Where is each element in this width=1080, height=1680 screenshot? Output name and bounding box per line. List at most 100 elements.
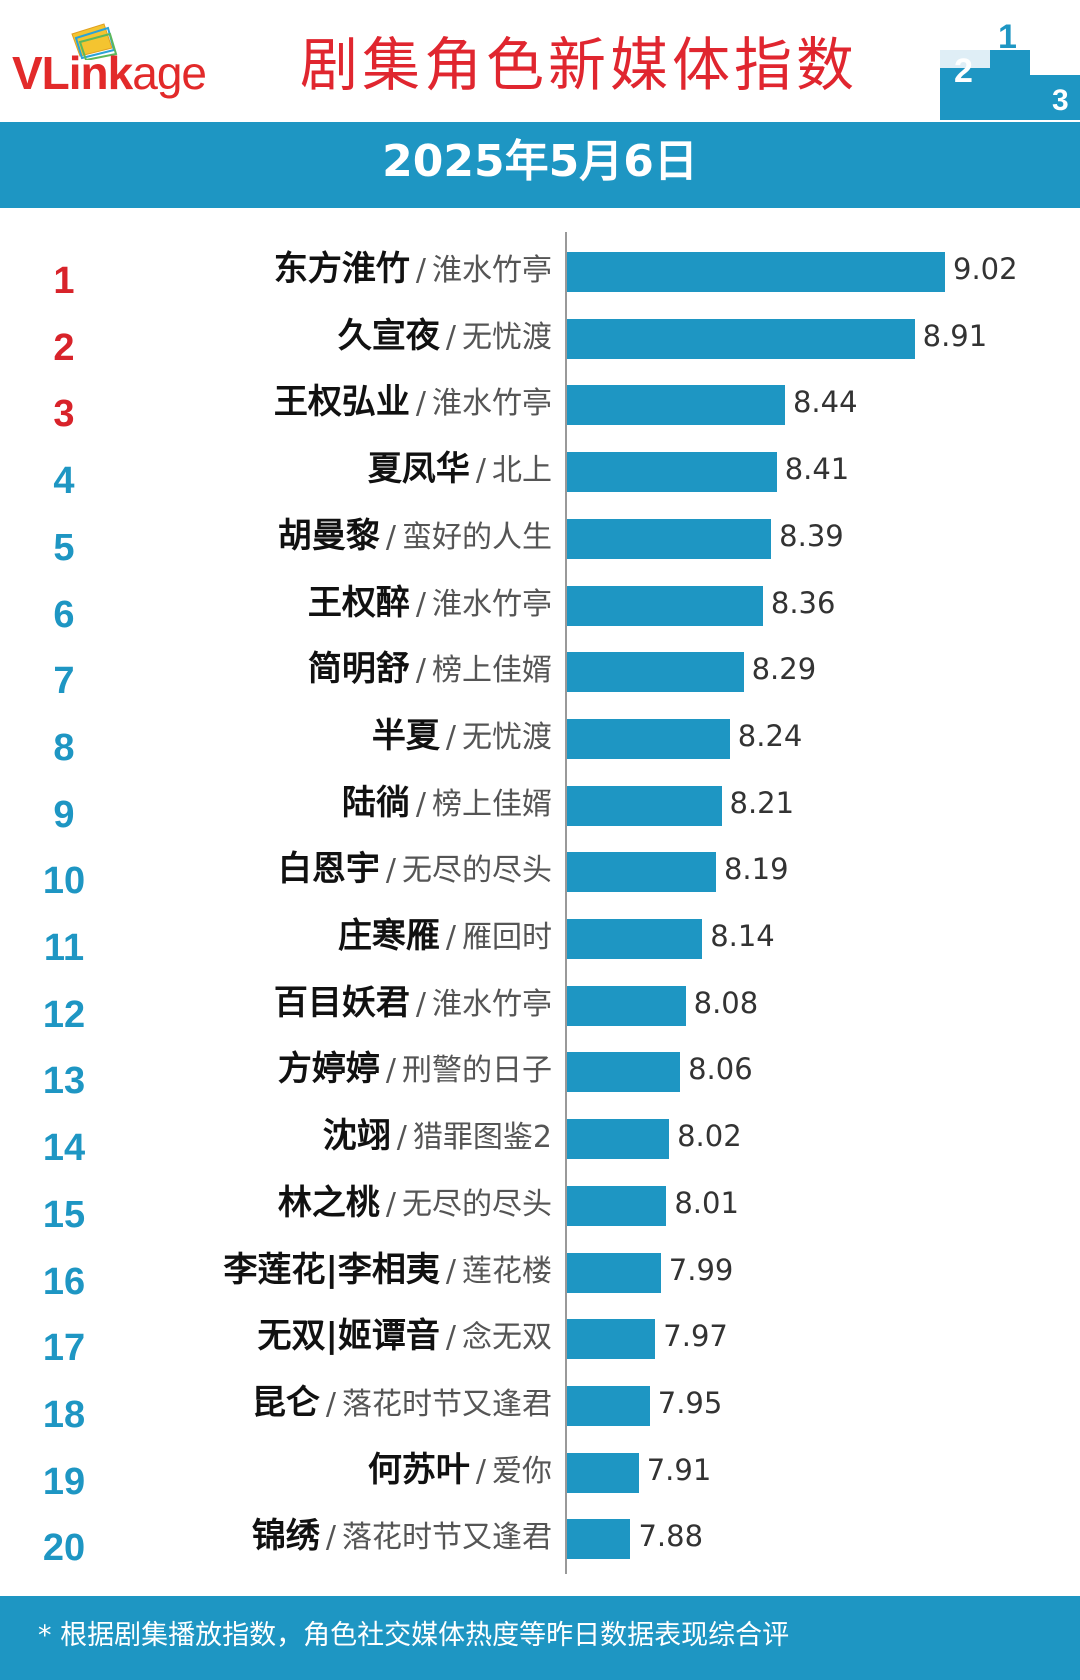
footer-banner: * 根据剧集播放指数，角色社交媒体热度等昨日数据表现综合评 [0,1596,1080,1680]
row-label: 昆仑 / 落花时节又逢君 [252,1370,552,1436]
character-name: 李莲花|李相夷 [223,1249,440,1290]
value-label: 8.39 [779,518,844,553]
row-label: 久宣夜 / 无忧渡 [338,303,552,369]
value-label: 8.36 [770,585,836,620]
show-title: 蛮好的人生 [402,519,552,555]
logo-wordmark: VLinkage [12,47,207,99]
value-label: 8.44 [792,385,858,420]
rank-number: 15 [42,1193,86,1236]
rank-number: 2 [53,326,75,369]
show-title: 莲花楼 [462,1253,552,1289]
label-separator: / [325,1520,336,1556]
ranking-row: 11 庄寒雁 / 雁回时 8.14 [0,903,1080,969]
podium-label-3: 3 [1052,84,1069,117]
character-name: 锦绣 [251,1516,320,1557]
label-separator: / [415,986,426,1022]
rank-number: 10 [42,860,86,903]
row-label: 半夏 / 无忧渡 [372,703,552,769]
label-separator: / [445,1320,456,1356]
character-name: 半夏 [371,715,440,756]
label-separator: / [415,386,426,422]
ranking-row: 3 王权弘业 / 淮水竹亭 8.44 [0,369,1080,435]
row-label: 陆徜 / 榜上佳婿 [342,770,552,836]
show-title: 榜上佳婿 [432,653,552,689]
index-bar [567,652,744,693]
character-name: 胡曼黎 [277,515,380,556]
label-separator: / [475,453,486,489]
ranking-row: 8 半夏 / 无忧渡 8.24 [0,703,1080,769]
index-bar [567,852,716,893]
character-name: 陆徜 [341,782,410,823]
ranking-row: 4 夏凤华 / 北上 8.41 [0,436,1080,502]
rank-number: 20 [42,1527,86,1570]
index-bar [567,1452,639,1493]
label-separator: / [385,1053,396,1089]
character-name: 王权醉 [307,582,410,623]
chart-axis-line [565,232,567,1574]
podium-label-1: 1 [998,18,1017,56]
index-bar [567,318,915,359]
show-title: 淮水竹亭 [432,986,552,1022]
index-bar [567,1185,667,1226]
value-label: 8.02 [677,1119,742,1154]
index-bar [567,1319,656,1360]
row-label: 沈翊 / 猎罪图鉴2 [323,1103,552,1169]
show-title: 北上 [492,453,552,489]
rank-number: 14 [42,1127,86,1170]
show-title: 无尽的尽头 [402,853,552,889]
value-label: 7.88 [638,1519,704,1554]
character-name: 林之桃 [277,1182,380,1223]
show-title: 刑警的日子 [402,1053,552,1089]
logo-text-age: age [132,47,207,99]
ranking-row: 17 无双|姬谭音 / 念无双 7.97 [0,1303,1080,1369]
character-name: 沈翊 [322,1116,391,1157]
value-label: 7.91 [646,1452,712,1487]
index-bar [567,1119,670,1160]
ranking-row: 2 久宣夜 / 无忧渡 8.91 [0,303,1080,369]
ranking-row: 14 沈翊 / 猎罪图鉴2 8.02 [0,1103,1080,1169]
date-label: 2025年5月6日 [382,136,698,187]
character-name: 无双|姬谭音 [257,1316,440,1357]
character-name: 庄寒雁 [337,916,440,956]
value-label: 9.02 [953,252,1018,286]
label-separator: / [415,586,426,622]
label-separator: / [396,1120,407,1156]
index-bar [567,919,703,959]
ranking-row: 5 胡曼黎 / 蛮好的人生 8.39 [0,503,1080,569]
row-label: 简明舒 / 榜上佳婿 [308,636,552,702]
rank-number: 5 [53,526,75,569]
label-separator: / [385,853,396,889]
index-bar [567,985,686,1026]
rank-number: 19 [42,1460,86,1503]
rank-number: 16 [42,1260,86,1303]
character-name: 白恩宇 [277,849,380,890]
ranking-row: 13 方婷婷 / 刑警的日子 8.06 [0,1036,1080,1102]
label-separator: / [445,319,456,355]
show-title: 榜上佳婿 [432,786,552,822]
logo-stack-icon [71,23,118,60]
podium-label-2: 2 [954,52,973,90]
row-label: 胡曼黎 / 蛮好的人生 [278,503,552,569]
value-label: 8.29 [751,652,817,687]
show-title: 无尽的尽头 [402,1186,552,1222]
value-label: 8.41 [784,452,850,487]
ranking-row: 1 东方淮竹 / 淮水竹亭 9.02 [0,236,1080,302]
label-separator: / [445,1253,456,1289]
ranking-row: 7 简明舒 / 榜上佳婿 8.29 [0,636,1080,702]
row-label: 庄寒雁 / 雁回时 [338,903,552,969]
label-separator: / [415,253,426,288]
show-title: 无忧渡 [462,319,552,355]
row-label: 方婷婷 / 刑警的日子 [278,1036,552,1102]
character-name: 夏凤华 [367,449,470,490]
label-separator: / [325,1386,336,1422]
show-title: 淮水竹亭 [432,386,552,422]
character-name: 何苏叶 [367,1449,470,1490]
ranking-row: 10 白恩宇 / 无尽的尽头 8.19 [0,836,1080,902]
label-separator: / [385,1186,396,1222]
show-title: 猎罪图鉴2 [412,1120,552,1156]
vlinkage-logo: VLinkage [12,20,252,110]
row-label: 东方淮竹 / 淮水竹亭 [274,236,552,302]
rank-number: 8 [53,726,75,769]
character-name: 方婷婷 [277,1049,380,1090]
rank-number: 11 [43,927,85,969]
